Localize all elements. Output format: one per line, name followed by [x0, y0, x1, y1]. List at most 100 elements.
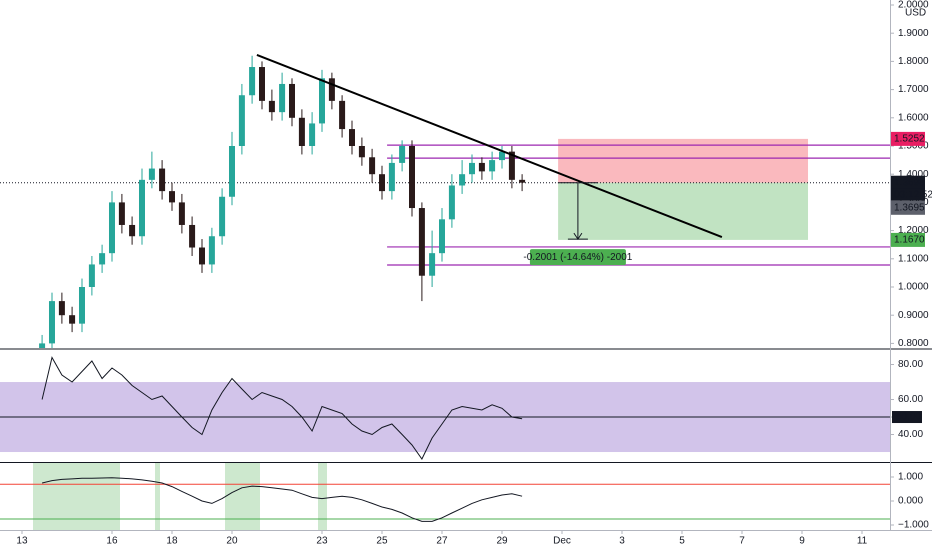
y-tick-label: 2.0000: [898, 0, 929, 11]
y-tick-label: 1.8000: [898, 56, 929, 67]
candle-body: [358, 145, 365, 158]
y-tick-label: 1.0000: [898, 282, 929, 293]
candle-body: [429, 253, 436, 276]
candle-body: [69, 315, 76, 324]
candle-body: [339, 100, 346, 130]
candle-body: [328, 78, 335, 101]
candle-body: [78, 287, 85, 324]
x-tick-label: 7: [739, 536, 745, 547]
target-zone: [558, 182, 809, 240]
x-tick-label: 23: [316, 536, 328, 547]
countdown: 03:12:52: [894, 189, 932, 200]
candle-body: [388, 162, 395, 192]
candle-body: [39, 343, 46, 348]
x-tick-label: 9: [799, 536, 805, 547]
indicator-line: [41, 477, 523, 522]
candle-body: [129, 224, 136, 237]
y-tick-label: 80.00: [898, 359, 923, 370]
y-tick-label: −1.000: [898, 520, 929, 531]
price-label: 1.5252: [894, 134, 925, 145]
indicator-pane: [0, 477, 890, 522]
trendline: [256, 54, 723, 239]
candle-body: [148, 168, 155, 180]
candle-body: [99, 253, 106, 265]
measure-head: [573, 232, 583, 241]
candle-body: [178, 202, 185, 225]
candle-body: [238, 95, 245, 146]
y-tick-label: 0.8000: [898, 338, 929, 349]
currency-label: USD: [905, 8, 926, 19]
candle-body: [519, 179, 526, 183]
y-tick-label: 1.1000: [898, 253, 929, 264]
y-tick-label: 0.000: [898, 496, 923, 507]
candle-body: [58, 301, 65, 316]
indicator-line: [41, 356, 523, 460]
x-tick-label: 20: [226, 536, 238, 547]
y-tick-label: 1.7000: [898, 84, 929, 95]
candle-body: [88, 264, 95, 288]
candle-body: [499, 151, 506, 161]
candle-body: [268, 100, 275, 113]
price-label: 1.3695: [894, 202, 925, 213]
price-label: 1.3698: [894, 177, 925, 188]
y-tick-label: 1.6000: [898, 112, 929, 123]
countdown-box: [891, 188, 925, 201]
candle-body: [108, 202, 115, 254]
indicator-pane: [0, 356, 890, 460]
y-tick-label: 1.2000: [898, 225, 929, 236]
candle-body: [288, 83, 295, 118]
x-tick-label: 18: [166, 536, 178, 547]
y-tick-label: 0.9000: [898, 310, 929, 321]
candle-body: [508, 151, 515, 180]
x-tick-label: 11: [857, 536, 868, 547]
candle-body: [408, 145, 415, 209]
y-tick-label: 60.00: [898, 394, 923, 405]
price-pane: -0.2001 (-14.64%) -2001: [0, 54, 890, 348]
x-tick-label: 3: [619, 536, 625, 547]
price-label-box: [891, 200, 925, 215]
candle-body: [318, 78, 325, 124]
candle-body: [369, 157, 376, 175]
candle-body: [309, 123, 316, 146]
x-tick-label: Dec: [553, 536, 571, 547]
candle-body: [298, 117, 305, 146]
candle-body: [478, 162, 485, 172]
candle-body: [469, 162, 476, 175]
y-tick-label: 1.9000: [898, 28, 929, 39]
candle-body: [348, 129, 355, 146]
candle-body: [249, 67, 256, 96]
candle-body: [118, 202, 125, 225]
candle-body: [208, 236, 215, 265]
candle-body: [48, 301, 55, 344]
price-label-box: [891, 131, 925, 146]
y-tick-label: 1.4000: [898, 169, 929, 180]
y-tick-label: 1.5000: [898, 141, 929, 152]
candle-body: [438, 219, 445, 254]
y-tick-label: 40.00: [898, 429, 923, 440]
x-tick-label: 16: [106, 536, 118, 547]
price-label: 1.1670: [894, 235, 925, 246]
candle-body: [228, 145, 235, 197]
x-tick-label: 27: [436, 536, 448, 547]
price-label-box: [891, 232, 925, 247]
y-tick-highlight: [892, 411, 922, 424]
x-tick-label: 29: [496, 536, 508, 547]
stop-zone: [558, 138, 809, 183]
candle-body: [159, 168, 166, 192]
candle-body: [138, 179, 145, 237]
x-tick-label: 25: [376, 536, 388, 547]
measure-label: -0.2001 (-14.64%) -2001: [523, 252, 632, 263]
candle-body: [198, 247, 205, 265]
y-tick-label: 50.00: [896, 412, 921, 423]
candle-body: [448, 185, 455, 220]
candle-body: [418, 208, 425, 276]
candle-body: [189, 224, 196, 248]
measure-label-box: [529, 249, 626, 266]
x-tick-label: 5: [679, 536, 685, 547]
x-tick-label: 13: [16, 536, 28, 547]
candle-body: [279, 83, 286, 113]
candle-body: [489, 160, 496, 172]
candle-body: [399, 145, 406, 163]
